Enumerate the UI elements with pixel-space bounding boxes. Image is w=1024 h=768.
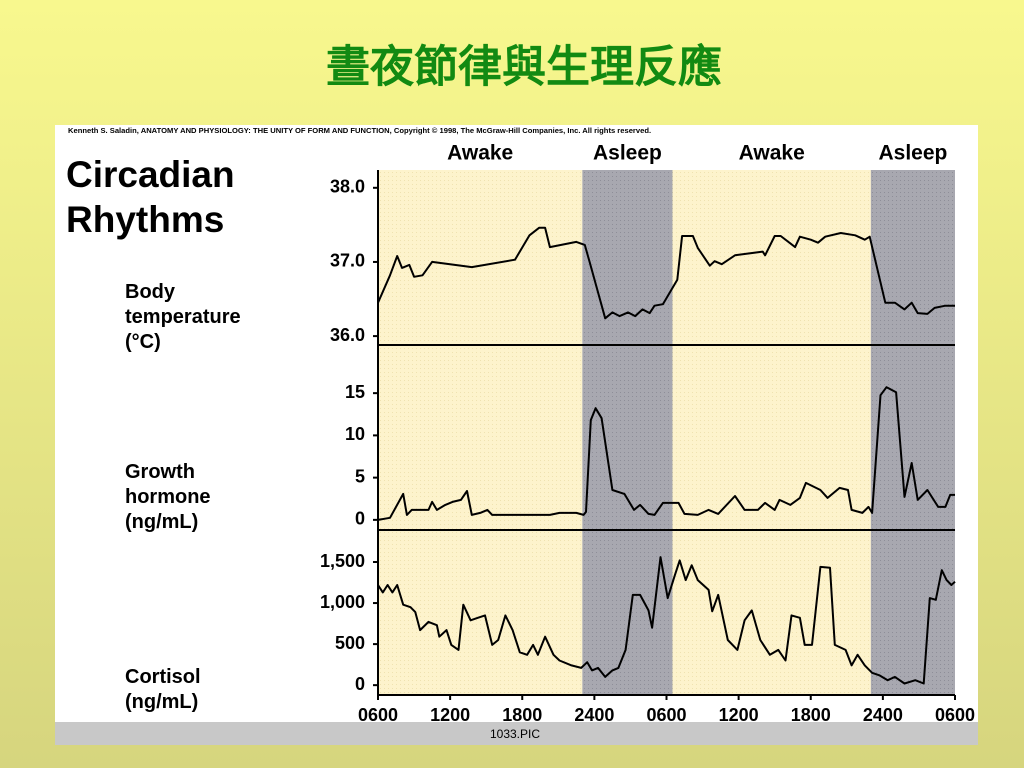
y-tick-label: 38.0 [330,177,365,197]
y-axis-label: (ng/mL) [125,691,198,713]
x-tick-label: 1200 [719,705,759,725]
period-label: Awake [739,142,805,165]
y-axis-label: (°C) [125,331,161,353]
heading: Rhythms [66,199,224,240]
y-axis-label: temperature [125,306,241,328]
y-axis-label: hormone [125,486,211,508]
period-band [672,170,871,695]
y-axis-label: Cortisol [125,666,201,688]
x-tick-label: 0600 [358,705,398,725]
y-tick-label: 15 [345,382,365,402]
slide-title: 晝夜節律與生理反應 [326,42,722,93]
y-tick-label: 37.0 [330,251,365,271]
period-band [870,170,955,695]
period-label: Asleep [593,142,662,165]
y-axis-label: (ng/mL) [125,511,198,533]
x-tick-label: 2400 [863,705,903,725]
x-tick-label: 0600 [646,705,686,725]
y-tick-label: 0 [355,509,365,529]
plot: Awake Asleep Awake Asleep 36.0 37.0 38.0 Body te… [125,142,975,725]
data-line [377,556,956,685]
footer-bar [55,722,978,745]
y-axis-label: Body [125,281,176,303]
x-tick-label: 1200 [430,705,470,725]
x-tick-label: 1800 [791,705,831,725]
period-label: Asleep [878,142,947,165]
y-tick-label: 10 [345,424,365,444]
data-line [377,226,955,320]
y-tick-label: 0 [355,674,365,694]
x-tick-label: 0600 [935,705,975,725]
period-label: Awake [447,142,513,165]
y-tick-label: 500 [335,633,365,653]
y-tick-label: 36.0 [330,325,365,345]
y-tick-label: 1,500 [320,551,365,571]
credit: Kenneth S. Saladin, ANATOMY AND PHYSIOLO… [68,126,651,135]
period-band [582,170,673,695]
data-line [377,386,955,521]
y-axis-label: Growth [125,461,195,483]
footer: 1033.PIC [490,727,540,741]
heading: Circadian [66,154,235,195]
x-tick-label: 2400 [574,705,614,725]
y-tick-label: 1,000 [320,592,365,612]
x-tick-label: 1800 [502,705,542,725]
y-tick-label: 5 [355,466,365,486]
